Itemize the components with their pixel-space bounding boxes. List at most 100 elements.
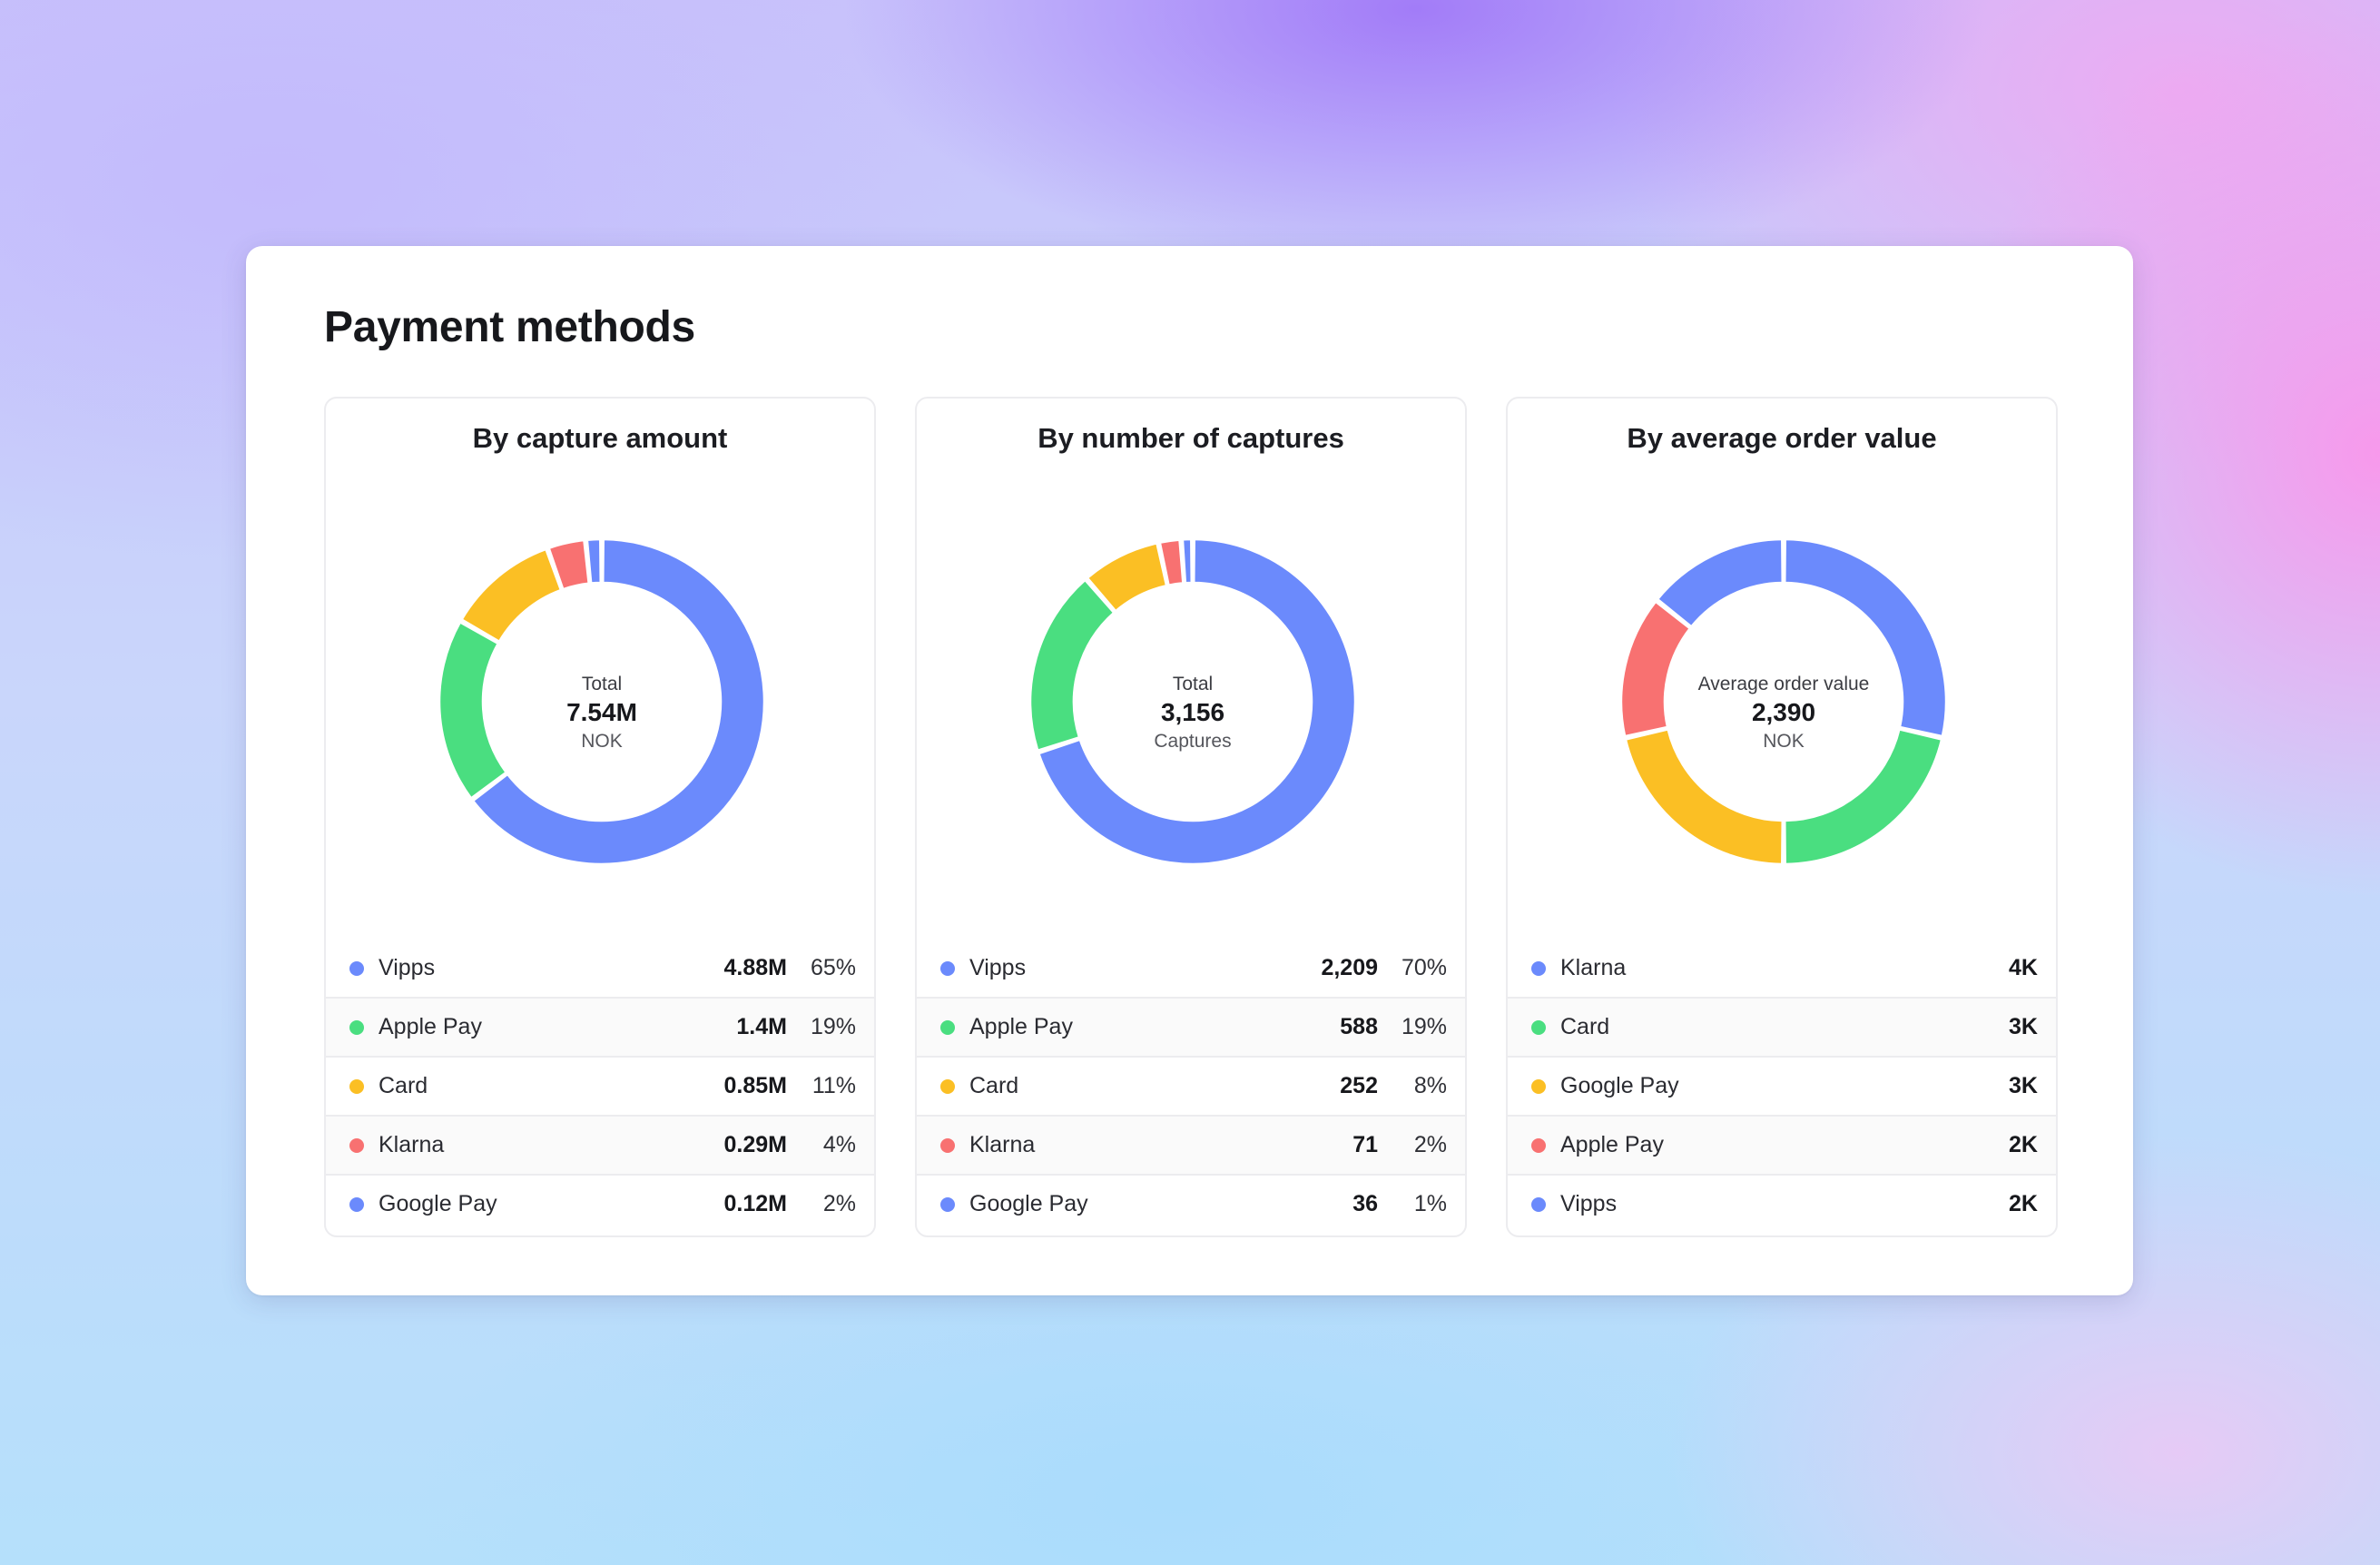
donut-slice-apple-pay	[438, 621, 507, 800]
average-order-value-donut: Average order value 2,390 NOK	[1619, 537, 1948, 866]
legend-dot	[1531, 1019, 1546, 1035]
legend-value: 588	[1340, 1014, 1378, 1039]
legend-label: Klarna	[379, 1132, 445, 1157]
legend-dot	[1531, 1196, 1546, 1212]
legend-label: Vipps	[379, 955, 436, 980]
legend-value: 1.4M	[736, 1014, 787, 1039]
legend-row-apple-pay: Apple Pay 588 19%	[917, 997, 1465, 1056]
legend-label: Klarna	[1560, 955, 1627, 980]
legend-dot	[349, 1137, 364, 1153]
legend-label: Card	[379, 1073, 428, 1098]
legend-percent: 2%	[822, 1191, 856, 1216]
legend-label: Google Pay	[969, 1191, 1088, 1216]
legend-label: Vipps	[1560, 1191, 1618, 1216]
donut-slice-google-pay	[1181, 537, 1193, 585]
legend-value: 3K	[2009, 1073, 2038, 1098]
legend-percent: 11%	[811, 1073, 856, 1098]
legend-value: 3K	[2009, 1014, 2038, 1039]
legend-label: Card	[969, 1073, 1019, 1098]
donut-center-value: 2,390	[1752, 698, 1815, 726]
legend-label: Google Pay	[1560, 1073, 1679, 1098]
legend-row-google-pay: Google Pay 0.12M 2%	[326, 1174, 874, 1233]
legend-dot	[940, 960, 955, 976]
page-title: Payment methods	[324, 303, 695, 351]
donut-slice-card	[1784, 728, 1943, 866]
donut-center-label: Total	[582, 674, 622, 694]
donut-slice-card	[460, 547, 563, 643]
number-of-captures-legend: Vipps 2,209 70% Apple Pay 588 19% Card 2…	[917, 940, 1465, 1233]
donut-slice-vipps	[471, 537, 766, 866]
legend-value: 252	[1340, 1073, 1378, 1098]
legend-row-klarna: Klarna 4K	[1508, 940, 2056, 997]
capture-amount-donut: Total 7.54M NOK	[438, 537, 766, 866]
legend-row-vipps: Vipps 2K	[1508, 1174, 2056, 1233]
legend-row-klarna: Klarna 71 2%	[917, 1115, 1465, 1174]
average-order-value-legend: Klarna 4K Card 3K Google Pay 3K Apple Pa…	[1508, 940, 2056, 1233]
donut-center-value: 7.54M	[566, 698, 637, 726]
legend-value: 0.29M	[723, 1132, 787, 1157]
legend-dot	[1531, 960, 1546, 976]
legend-label: Card	[1560, 1014, 1610, 1039]
legend-percent: 19%	[1401, 1014, 1447, 1039]
legend-row-card: Card 0.85M 11%	[326, 1056, 874, 1115]
legend-percent: 4%	[822, 1132, 856, 1157]
legend-value: 4.88M	[723, 955, 787, 980]
panel-title: By average order value	[1627, 422, 1937, 454]
capture-amount-panel: By capture amount Total 7.54M NOK Vipps …	[324, 397, 876, 1237]
legend-row-vipps: Vipps 2,209 70%	[917, 940, 1465, 997]
average-order-value-panel: By average order value Average order val…	[1506, 397, 2058, 1237]
legend-label: Google Pay	[379, 1191, 497, 1216]
donut-slice-vipps	[1038, 537, 1357, 866]
legend-dot	[349, 1078, 364, 1094]
legend-value: 0.12M	[723, 1191, 787, 1216]
legend-dot	[349, 1019, 364, 1035]
donut-slice-vipps	[1656, 537, 1784, 628]
legend-row-card: Card 3K	[1508, 997, 2056, 1056]
legend-label: Vipps	[969, 955, 1027, 980]
legend-row-google-pay: Google Pay 36 1%	[917, 1174, 1465, 1233]
number-of-captures-panel: By number of captures Total 3,156 Captur…	[915, 397, 1467, 1237]
legend-label: Apple Pay	[969, 1014, 1073, 1039]
donut-center-unit: Captures	[1154, 731, 1231, 752]
legend-value: 36	[1352, 1191, 1378, 1216]
donut-center-unit: NOK	[1763, 731, 1805, 752]
legend-value: 2,209	[1321, 955, 1378, 980]
legend-percent: 65%	[810, 955, 856, 980]
panel-title: By capture amount	[472, 422, 728, 454]
donut-slice-klarna	[1158, 538, 1185, 586]
legend-row-card: Card 252 8%	[917, 1056, 1465, 1115]
donut-center-value: 3,156	[1161, 698, 1224, 726]
legend-percent: 19%	[810, 1014, 856, 1039]
legend-value: 4K	[2009, 955, 2038, 980]
legend-dot	[1531, 1137, 1546, 1153]
legend-percent: 70%	[1401, 955, 1447, 980]
legend-value: 71	[1352, 1132, 1378, 1157]
legend-value: 0.85M	[723, 1073, 787, 1098]
legend-dot	[940, 1078, 955, 1094]
legend-dot	[940, 1019, 955, 1035]
legend-dot	[940, 1196, 955, 1212]
legend-dot	[349, 960, 364, 976]
legend-row-apple-pay: Apple Pay 2K	[1508, 1115, 2056, 1174]
legend-percent: 2%	[1413, 1132, 1447, 1157]
donut-slice-card	[1086, 542, 1168, 613]
legend-row-vipps: Vipps 4.88M 65%	[326, 940, 874, 997]
legend-dot	[1531, 1078, 1546, 1094]
donut-center-label: Total	[1173, 674, 1213, 694]
donut-slice-apple-pay	[1028, 578, 1116, 752]
number-of-captures-donut: Total 3,156 Captures	[1028, 537, 1357, 866]
legend-label: Apple Pay	[1560, 1132, 1664, 1157]
legend-dot	[940, 1137, 955, 1153]
legend-percent: 8%	[1413, 1073, 1447, 1098]
legend-label: Klarna	[969, 1132, 1036, 1157]
legend-value: 2K	[2009, 1132, 2038, 1157]
legend-percent: 1%	[1413, 1191, 1447, 1216]
panel-title: By number of captures	[1038, 422, 1344, 454]
legend-value: 2K	[2009, 1191, 2038, 1216]
payment-methods-card: Payment methods By capture amount Total …	[246, 246, 2133, 1295]
legend-row-klarna: Klarna 0.29M 4%	[326, 1115, 874, 1174]
capture-amount-legend: Vipps 4.88M 65% Apple Pay 1.4M 19% Card …	[326, 940, 874, 1233]
donut-slice-klarna	[547, 538, 590, 591]
legend-label: Apple Pay	[379, 1014, 482, 1039]
donut-slice-google-pay	[1624, 728, 1784, 866]
